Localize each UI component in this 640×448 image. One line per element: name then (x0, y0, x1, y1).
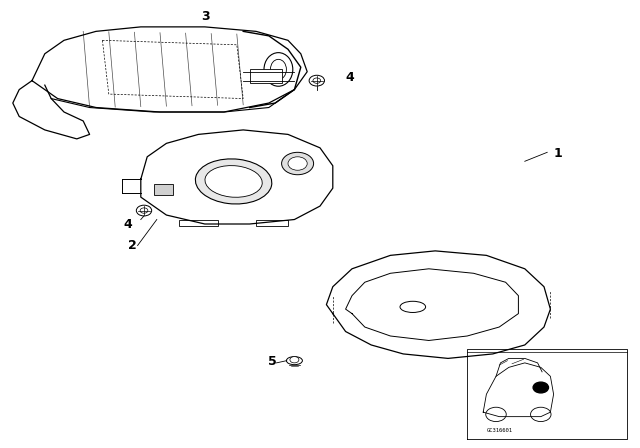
Bar (154, 184, 173, 195)
Text: 5: 5 (268, 355, 276, 368)
Ellipse shape (270, 60, 287, 80)
Ellipse shape (264, 52, 292, 86)
Text: 1: 1 (554, 147, 563, 160)
Text: 3: 3 (202, 10, 210, 23)
Bar (179, 220, 218, 226)
Circle shape (140, 208, 148, 213)
Ellipse shape (400, 302, 426, 313)
Bar (256, 220, 288, 226)
Circle shape (309, 75, 324, 86)
Bar (250, 69, 282, 83)
Text: 4: 4 (346, 71, 355, 84)
Ellipse shape (288, 157, 307, 170)
Ellipse shape (287, 357, 303, 365)
Circle shape (531, 407, 551, 422)
Text: 2: 2 (128, 239, 137, 252)
Circle shape (290, 357, 299, 363)
Text: 4: 4 (124, 219, 132, 232)
Ellipse shape (282, 152, 314, 175)
Ellipse shape (205, 166, 262, 197)
Circle shape (136, 205, 152, 216)
Circle shape (533, 382, 548, 393)
Circle shape (313, 78, 321, 83)
Text: GC316601: GC316601 (486, 428, 513, 433)
Ellipse shape (195, 159, 272, 204)
Circle shape (486, 407, 506, 422)
